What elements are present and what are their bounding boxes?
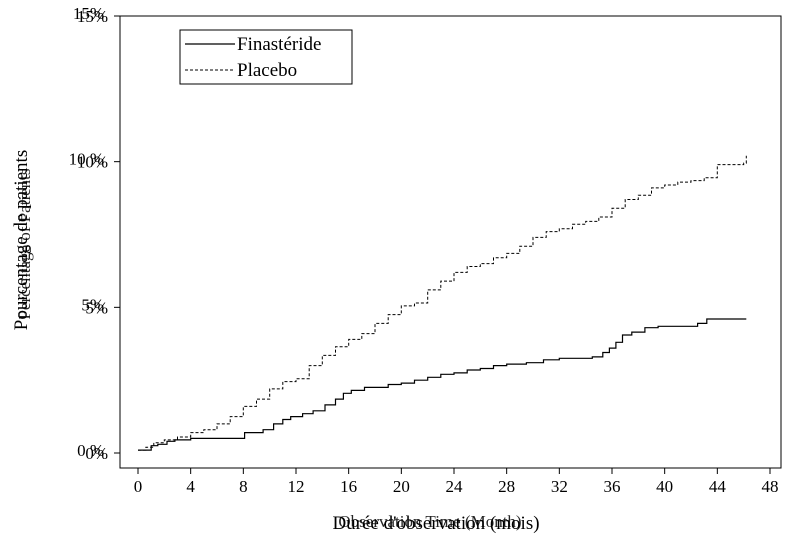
x-tick-label: 16 xyxy=(340,477,357,496)
x-tick-label: 44 xyxy=(709,477,727,496)
legend: Finastéride Placebo xyxy=(179,29,353,85)
y-tick-label: 15% xyxy=(77,7,108,26)
x-tick-label: 20 xyxy=(393,477,410,496)
legend-label-placebo: Placebo xyxy=(237,60,297,81)
x-tick-label: 32 xyxy=(551,477,568,496)
y-tick-label-overlay: 0 % xyxy=(77,441,104,460)
plot-frame xyxy=(119,15,782,469)
x-tick-label: 36 xyxy=(604,477,621,496)
x-tick-label: 40 xyxy=(656,477,673,496)
y-tick-label: 5% xyxy=(85,298,108,317)
legend-box xyxy=(179,29,353,85)
y-axis-title: Pourcentage de patients xyxy=(11,150,32,330)
y-axis-ticks: 0%0 % 5%5% 10%10 % 15%15% xyxy=(69,4,120,463)
x-tick-label: 28 xyxy=(498,477,515,496)
y-tick-label: 10% xyxy=(77,153,108,172)
y-tick-label-overlay: 5% xyxy=(81,295,104,314)
x-tick-label: 8 xyxy=(239,477,248,496)
x-axis-ticks: 0 4 8 12 16 20 24 28 32 36 40 44 48 xyxy=(134,468,779,496)
x-tick-label: 24 xyxy=(446,477,464,496)
y-tick-label: 0% xyxy=(85,444,108,463)
x-tick-label: 0 xyxy=(134,477,143,496)
x-tick-label: 12 xyxy=(288,477,305,496)
x-tick-label: 4 xyxy=(186,477,195,496)
x-axis-title-overlay: Observation Time (Month) xyxy=(338,512,521,531)
series-line-finasteride xyxy=(138,318,747,451)
y-tick-label-overlay: 15% xyxy=(73,4,104,23)
plot-area-border xyxy=(119,15,782,469)
series-lines xyxy=(138,155,747,451)
y-tick-label-overlay: 10 % xyxy=(69,150,104,169)
series-line-placebo xyxy=(138,155,747,451)
x-axis-title: Durée d'observation (mois) xyxy=(332,513,539,534)
x-tick-label: 48 xyxy=(762,477,779,496)
y-axis-title-overlay: Percentage of Patients xyxy=(15,168,34,319)
legend-label-finasteride: Finastéride xyxy=(237,34,321,55)
